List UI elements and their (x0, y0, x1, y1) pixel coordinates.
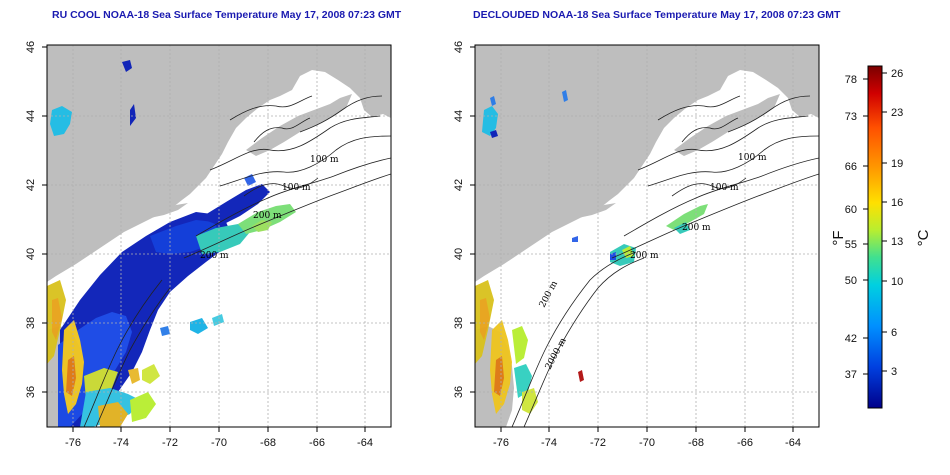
land-mainland (475, 45, 819, 282)
contour-label: 100 m (738, 153, 767, 163)
fahrenheit-tick: 66 (845, 161, 857, 173)
fahrenheit-tick-labels: 78 73 66 60 55 50 42 37 (845, 74, 857, 381)
contour-label: 200 m (253, 211, 282, 221)
y-tick-label: 44 (453, 110, 465, 122)
colorbar-ticks (863, 72, 887, 375)
y-tick-label: 40 (453, 248, 465, 260)
x-tick-label: -74 (113, 437, 129, 449)
right-panel-title: DECLOUDED NOAA-18 Sea Surface Temperatur… (473, 9, 841, 21)
left-axis-ticks (42, 46, 366, 432)
right-x-tick-labels: -76 -74 -72 -70 -68 -66 -64 (493, 437, 801, 449)
celsius-tick: 13 (891, 236, 903, 248)
left-x-tick-labels: -76 -74 -72 -70 -68 -66 -64 (65, 437, 373, 449)
y-tick-label: 46 (25, 41, 37, 53)
fahrenheit-tick: 37 (845, 369, 857, 381)
celsius-tick: 23 (891, 107, 903, 119)
celsius-tick: 26 (891, 68, 903, 80)
fahrenheit-tick: 73 (845, 111, 857, 123)
contour-label: 200 m (200, 251, 229, 261)
celsius-tick-labels: 26 23 19 16 13 10 6 3 (891, 68, 903, 378)
left-sst-pixels (47, 60, 296, 427)
contour-label: 100 m (710, 183, 739, 193)
left-contour-labels: 100 m 100 m 200 m 200 m (200, 155, 339, 261)
colorbar: 78 73 66 60 55 50 42 37 26 23 19 16 13 1… (830, 65, 932, 409)
fahrenheit-tick: 78 (845, 74, 857, 86)
right-bathymetry-contours (511, 95, 819, 427)
y-tick-label: 44 (25, 110, 37, 122)
land-nova-scotia (246, 94, 352, 156)
x-tick-label: -76 (65, 437, 81, 449)
right-map-panel: 100 m 100 m 200 m 200 m 200 m 2000 m -76… (453, 41, 820, 449)
celsius-tick: 6 (891, 327, 897, 339)
y-tick-label: 36 (453, 386, 465, 398)
land-nova-scotia (674, 94, 780, 156)
left-panel-title: RU COOL NOAA-18 Sea Surface Temperature … (52, 9, 402, 21)
celsius-tick: 16 (891, 197, 903, 209)
fahrenheit-tick: 60 (845, 204, 857, 216)
x-tick-label: -74 (541, 437, 557, 449)
contour-label: 100 m (310, 155, 339, 165)
fahrenheit-tick: 55 (845, 239, 857, 251)
left-grid (47, 45, 391, 427)
fahrenheit-tick: 42 (845, 333, 857, 345)
y-tick-label: 40 (25, 248, 37, 260)
x-tick-label: -68 (260, 437, 276, 449)
left-map-panel: 100 m 100 m 200 m 200 m -76 -74 -72 -70 … (25, 41, 392, 449)
land-long-island (574, 203, 616, 218)
x-tick-label: -72 (162, 437, 178, 449)
land-long-island (146, 203, 188, 218)
contour-label: 200 m (630, 251, 659, 261)
right-sst-pixels (475, 90, 708, 414)
x-tick-label: -64 (357, 437, 373, 449)
colorbar-gradient (867, 65, 883, 409)
celsius-unit-label: °C (915, 229, 932, 246)
y-tick-label: 42 (25, 179, 37, 191)
x-tick-label: -70 (639, 437, 655, 449)
celsius-tick: 19 (891, 158, 903, 170)
x-tick-label: -70 (211, 437, 227, 449)
fahrenheit-tick: 50 (845, 275, 857, 287)
celsius-tick: 10 (891, 276, 903, 288)
x-tick-label: -66 (737, 437, 753, 449)
x-tick-label: -64 (785, 437, 801, 449)
y-tick-label: 38 (25, 317, 37, 329)
y-tick-label: 38 (453, 317, 465, 329)
right-grid (475, 45, 819, 427)
celsius-tick: 3 (891, 366, 897, 378)
contour-label: 200 m (682, 223, 711, 233)
x-tick-label: -68 (688, 437, 704, 449)
y-tick-label: 36 (25, 386, 37, 398)
y-tick-label: 46 (453, 41, 465, 53)
land-mainland (47, 45, 391, 282)
x-tick-label: -66 (309, 437, 325, 449)
x-tick-label: -76 (493, 437, 509, 449)
left-bathymetry-contours (83, 95, 391, 427)
fahrenheit-unit-label: °F (830, 230, 847, 245)
contour-label: 100 m (282, 183, 311, 193)
left-y-tick-labels: 36 38 40 42 44 46 (25, 41, 37, 398)
y-tick-label: 42 (453, 179, 465, 191)
x-tick-label: -72 (590, 437, 606, 449)
right-y-tick-labels: 36 38 40 42 44 46 (453, 41, 465, 398)
right-axis-ticks (470, 46, 794, 432)
